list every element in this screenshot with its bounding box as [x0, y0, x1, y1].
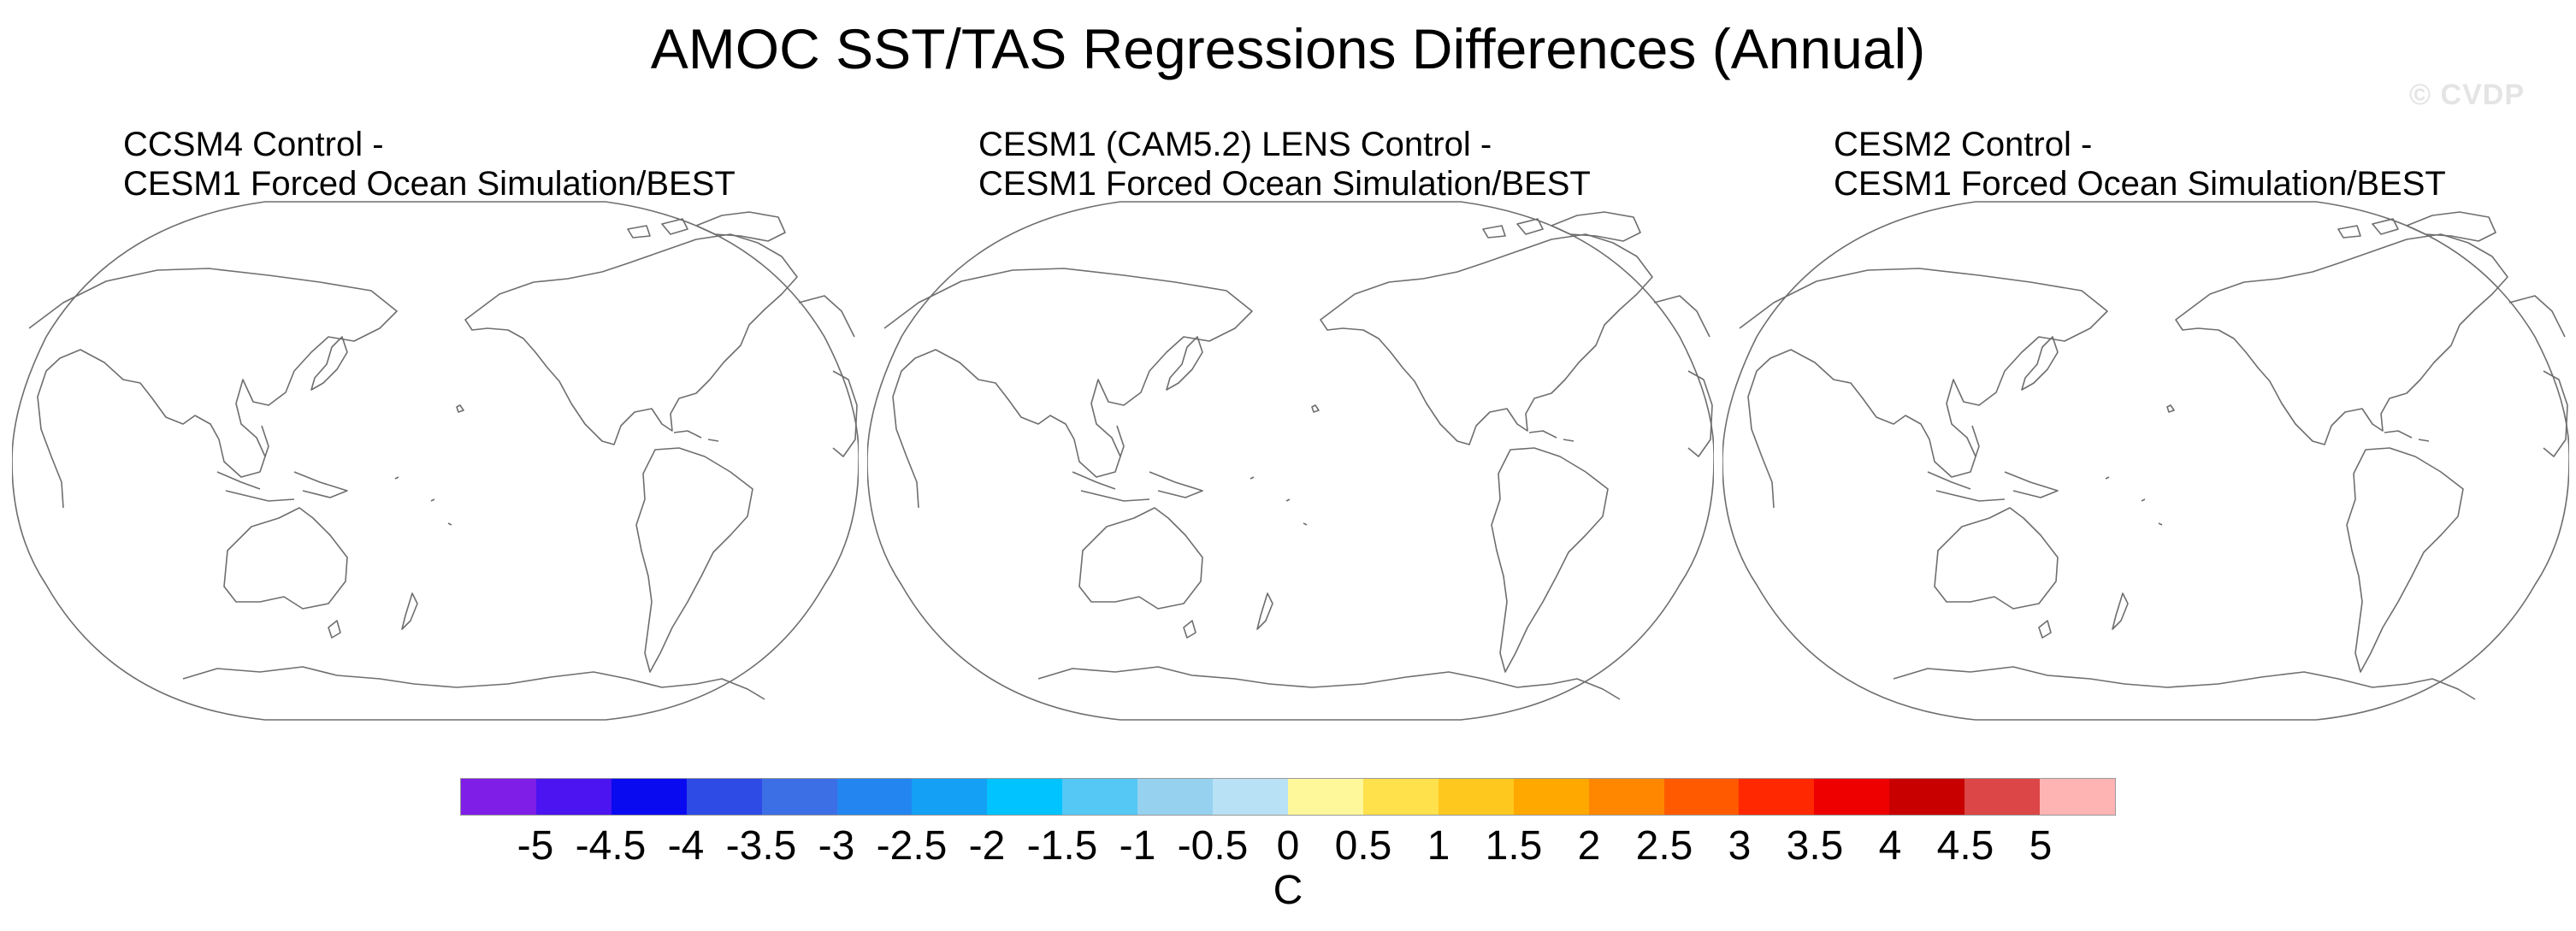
colorbar-cell: [1137, 779, 1214, 815]
colorbar-tick-label: -1: [1119, 823, 1156, 869]
colorbar-tick-label: -2.5: [876, 823, 948, 869]
cvdp-watermark: © CVDP: [2409, 79, 2525, 111]
colorbar-cell: [1889, 779, 1965, 815]
panel-1-label-line1: CCSM4 Control -: [123, 126, 384, 163]
panel-2-label: CESM1 (CAM5.2) LENS Control - CESM1 Forc…: [978, 125, 1591, 203]
panel-1-label-line2: CESM1 Forced Ocean Simulation/BEST: [123, 165, 736, 203]
colorbar-cell: [1739, 779, 1815, 815]
colorbar-cell: [761, 779, 837, 815]
colorbar-tick-label: 4: [1878, 823, 1902, 869]
colorbar-cell: [912, 779, 988, 815]
panel-1-label: CCSM4 Control - CESM1 Forced Ocean Simul…: [123, 125, 736, 203]
colorbar-tick-label: -0.5: [1177, 823, 1249, 869]
map-panel-3: [1722, 200, 2569, 722]
colorbar-cell: [611, 779, 687, 815]
colorbar-tick-label: 3.5: [1786, 823, 1844, 869]
colorbar-cell: [987, 779, 1063, 815]
colorbar-cell: [1062, 779, 1138, 815]
colorbar-tick-label: -1.5: [1026, 823, 1098, 869]
colorbar-tick-label: 5: [2029, 823, 2053, 869]
colorbar-tick-label: 4.5: [1936, 823, 1994, 869]
panel-2-label-line1: CESM1 (CAM5.2) LENS Control -: [978, 126, 1492, 163]
panel-3-label: CESM2 Control - CESM1 Forced Ocean Simul…: [1834, 125, 2446, 203]
colorbar-tick-label: 3: [1728, 823, 1752, 869]
colorbar-tick-label: 1.5: [1485, 823, 1543, 869]
colorbar-cell: [836, 779, 913, 815]
colorbar-cell: [1663, 779, 1740, 815]
colorbar-tick-label: -3: [818, 823, 855, 869]
colorbar-tick-label: -4.5: [575, 823, 647, 869]
colorbar-tick-label: -3.5: [725, 823, 797, 869]
colorbar-tick-label: 2: [1577, 823, 1601, 869]
colorbar-cell: [686, 779, 762, 815]
panel-3-label-line1: CESM2 Control -: [1834, 126, 2093, 163]
colorbar-cell: [535, 779, 612, 815]
colorbar-tick-label: -2: [968, 823, 1006, 869]
colorbar-cell: [1438, 779, 1514, 815]
colorbar-cell: [1287, 779, 1363, 815]
map-panel-1: [12, 200, 859, 722]
colorbar-unit: C: [1273, 868, 1303, 913]
colorbar: [460, 778, 2116, 816]
panel-2-label-line2: CESM1 Forced Ocean Simulation/BEST: [978, 165, 1591, 203]
colorbar-cell: [1588, 779, 1664, 815]
map-panel-2: [867, 200, 1714, 722]
colorbar-tick-label: 2.5: [1635, 823, 1693, 869]
colorbar-cell: [461, 779, 536, 815]
colorbar-cell: [1213, 779, 1288, 815]
colorbar-tick-label: 0: [1276, 823, 1300, 869]
colorbar-tick-label: -4: [667, 823, 705, 869]
figure-title: AMOC SST/TAS Regressions Differences (An…: [650, 17, 1926, 80]
colorbar-cell: [1964, 779, 2041, 815]
panel-3-label-line2: CESM1 Forced Ocean Simulation/BEST: [1834, 165, 2446, 203]
colorbar-tick-label: -5: [517, 823, 554, 869]
colorbar-tick-label: 1: [1427, 823, 1450, 869]
colorbar-cell: [1513, 779, 1589, 815]
colorbar-cell: [1814, 779, 1890, 815]
colorbar-tick-label: 0.5: [1334, 823, 1392, 869]
colorbar-cell: [1362, 779, 1439, 815]
colorbar-cell: [2040, 779, 2115, 815]
